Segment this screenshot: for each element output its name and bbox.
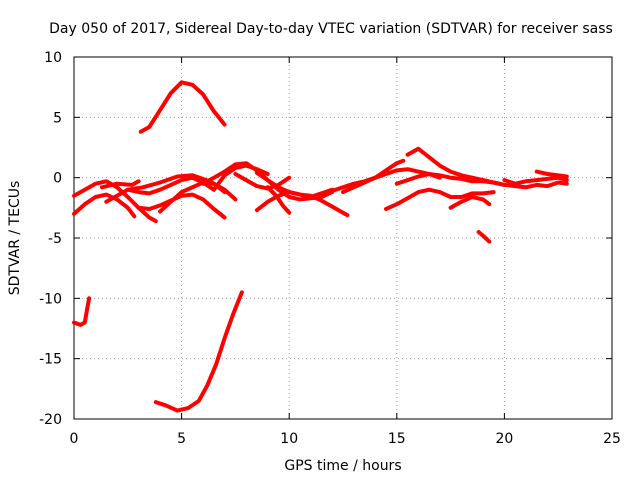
x-tick-label: 0 bbox=[70, 431, 79, 447]
y-tick-label: -15 bbox=[39, 352, 62, 368]
series-arc-mid-7 bbox=[125, 173, 238, 202]
y-tick-label: -5 bbox=[48, 231, 62, 247]
series-arc-mid-17 bbox=[394, 172, 485, 186]
series-arc-mid-4 bbox=[104, 175, 216, 204]
x-axis-label: GPS time / hours bbox=[284, 458, 401, 474]
tick-layer: 0 5 10 15 20 25 -20 -15 -10 -5 0 5 10 bbox=[39, 50, 621, 447]
y-tick-label: 10 bbox=[44, 50, 62, 66]
series-arc-mid-5 bbox=[136, 192, 227, 220]
series-arc-mid-2 bbox=[72, 192, 137, 219]
x-tick-label: 25 bbox=[603, 431, 621, 447]
chart-title: Day 050 of 2017, Sidereal Day-to-day VTE… bbox=[49, 21, 613, 37]
x-tick-label: 10 bbox=[280, 431, 298, 447]
x-tick-label: 15 bbox=[388, 431, 406, 447]
series-arc-mid-1 bbox=[72, 179, 158, 224]
y-tick-label: -10 bbox=[39, 291, 62, 307]
series-layer bbox=[72, 80, 569, 413]
y-tick-label: 0 bbox=[53, 171, 62, 187]
y-tick-label: -20 bbox=[39, 412, 62, 428]
series-arc-mid-20 bbox=[470, 175, 569, 190]
series-arc-mid-23 bbox=[476, 230, 492, 244]
x-tick-label: 20 bbox=[495, 431, 513, 447]
series-arc-mid-13 bbox=[233, 172, 292, 191]
series-arc-mid-21 bbox=[502, 175, 569, 186]
series-arc-mid-15 bbox=[341, 158, 406, 195]
series-arc-high bbox=[138, 80, 227, 134]
series-arc-mid-19 bbox=[448, 195, 492, 210]
x-tick-label: 5 bbox=[177, 431, 186, 447]
series-arc-low-main bbox=[153, 290, 244, 413]
series-arc-mid-12 bbox=[265, 185, 292, 215]
grid-layer bbox=[74, 57, 612, 419]
series-arc-mid-22 bbox=[534, 169, 569, 179]
y-tick-label: 5 bbox=[53, 110, 62, 126]
series-arc-mid-3 bbox=[100, 179, 141, 190]
y-axis-label: SDTVAR / TECUs bbox=[7, 181, 23, 296]
series-arc-low-left bbox=[72, 296, 92, 327]
series-arc-mid-18 bbox=[384, 187, 496, 211]
